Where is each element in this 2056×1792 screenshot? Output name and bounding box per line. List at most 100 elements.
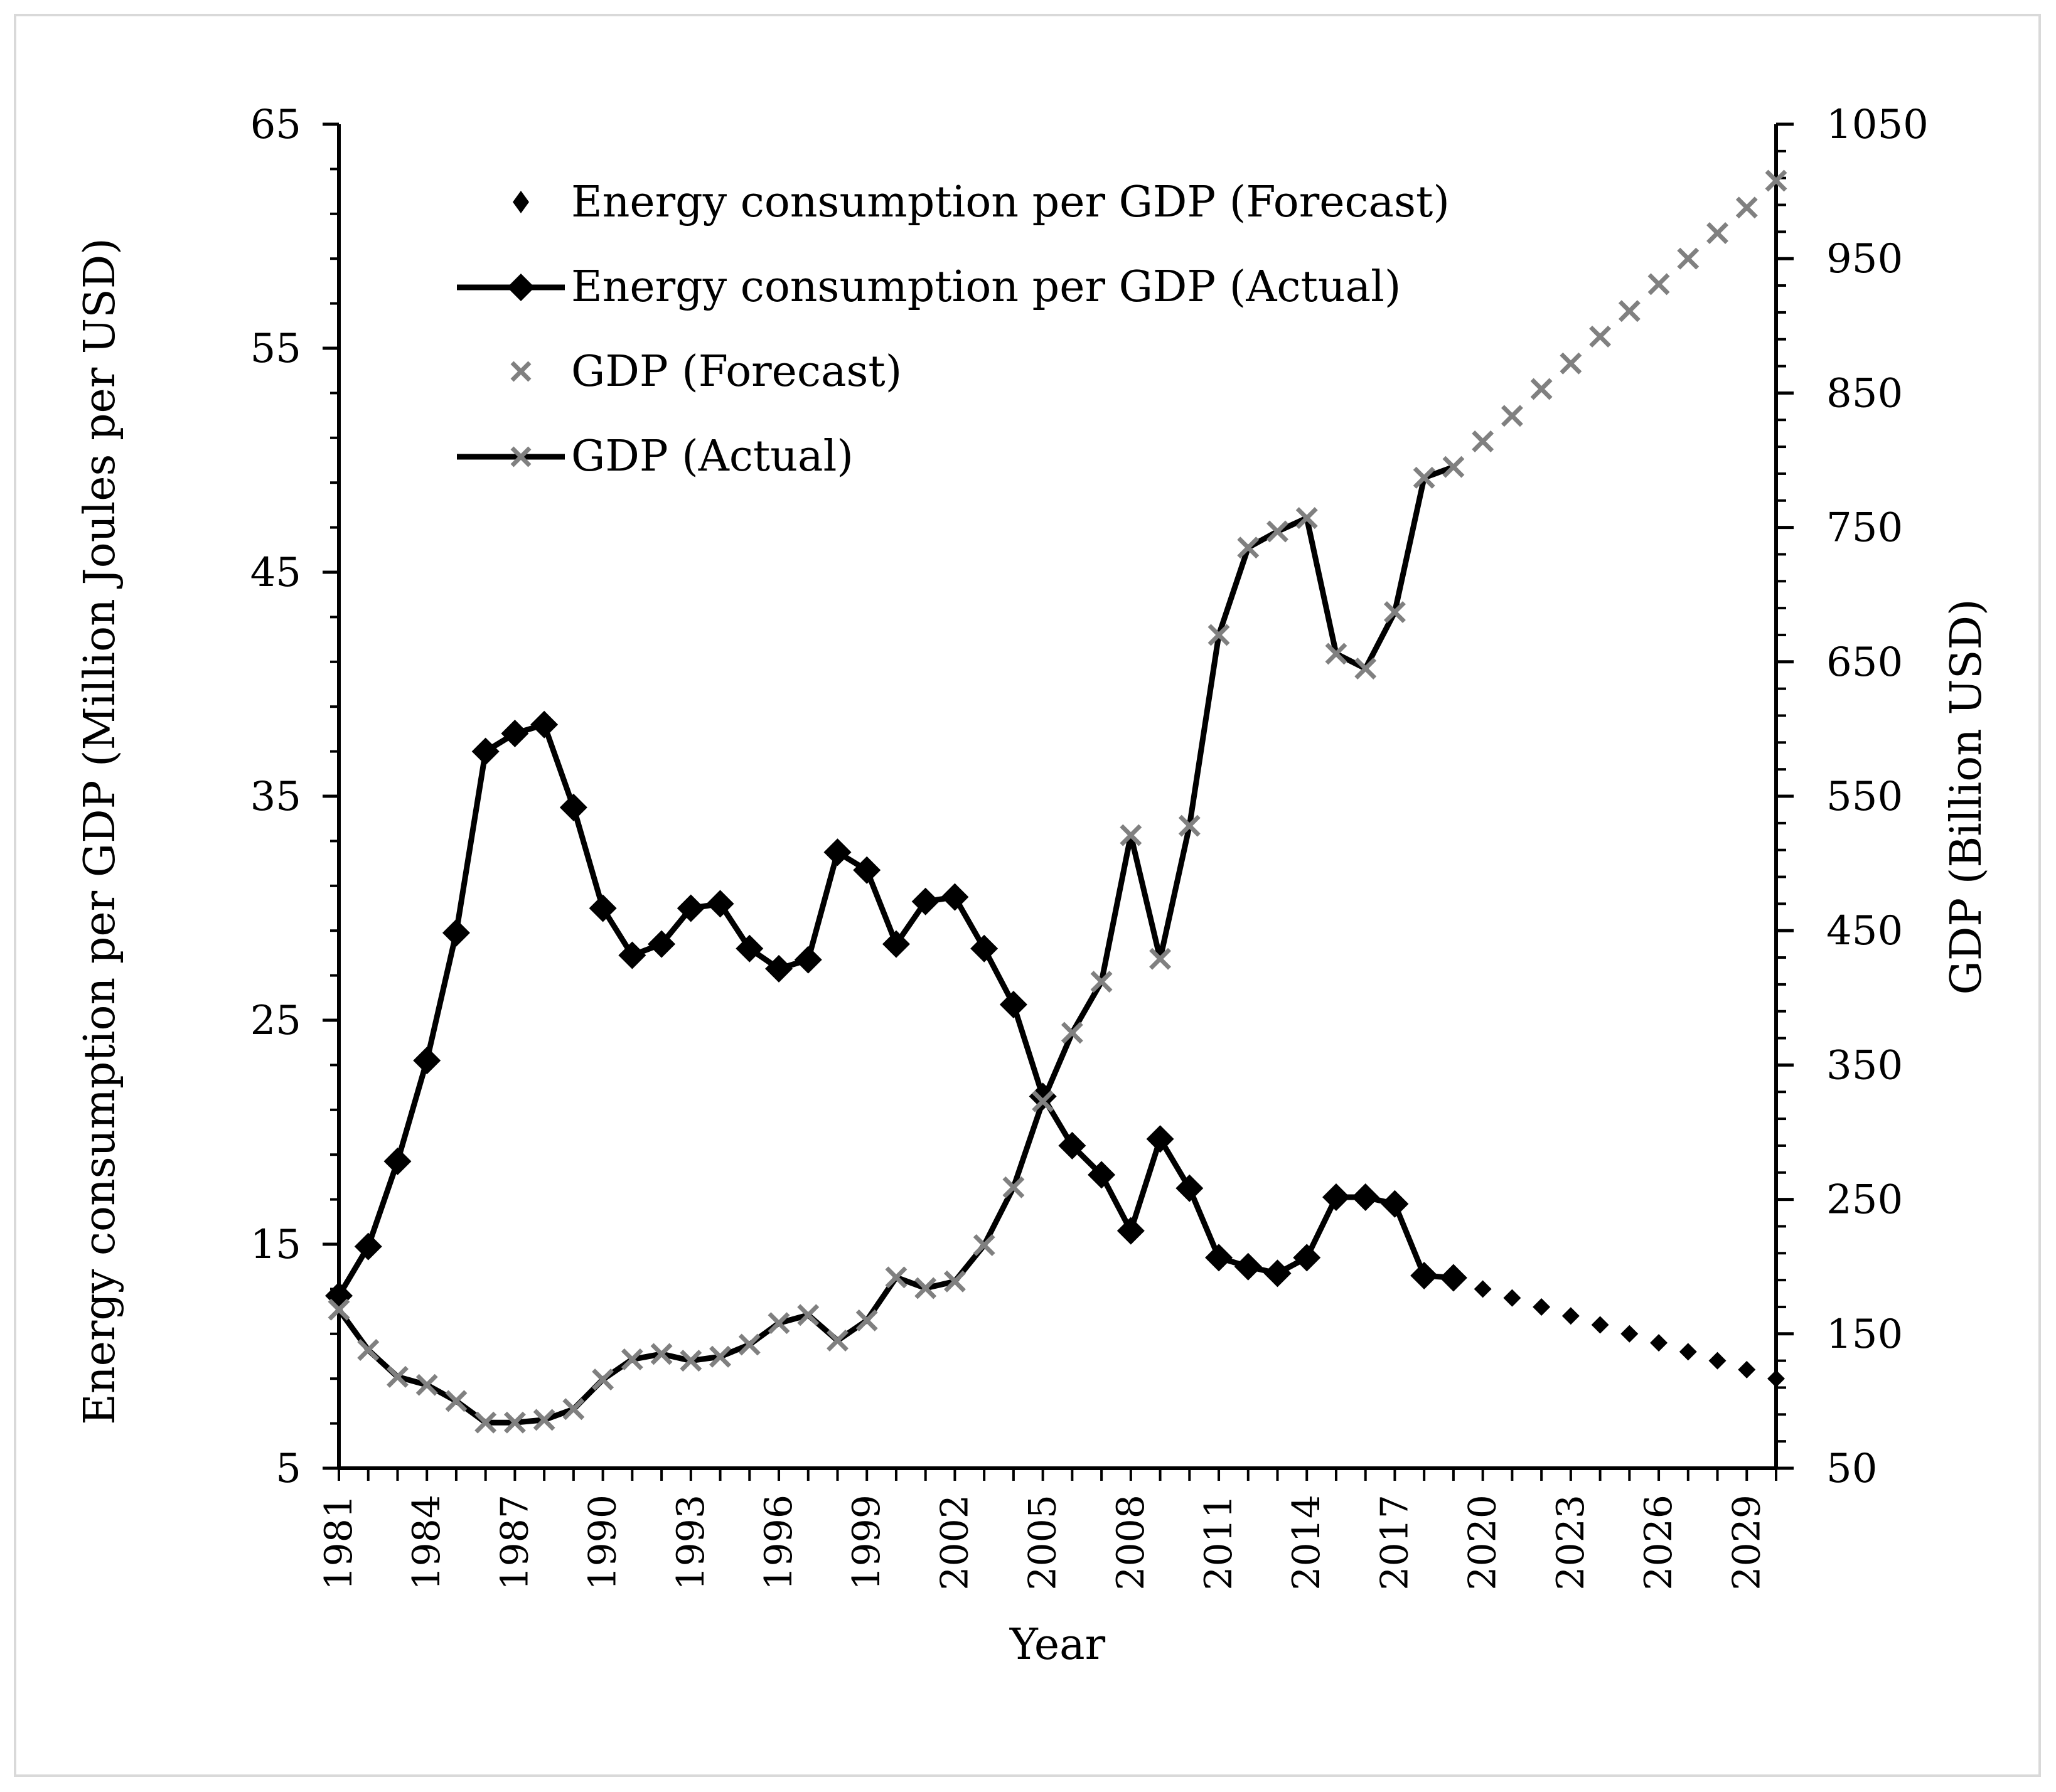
y-right-tick-label: 1050	[1826, 102, 1929, 148]
x-tick-label: 2023	[1549, 1495, 1593, 1591]
energy-actual-point	[648, 930, 676, 958]
gdp-forecast-point	[1618, 300, 1641, 323]
energy-actual-point	[1205, 1244, 1233, 1272]
y-right-tick-label: 150	[1826, 1311, 1903, 1358]
y-left-tick-label: 25	[250, 998, 301, 1044]
x-axis-title: Year	[1009, 1620, 1106, 1670]
gdp-actual-point	[1295, 507, 1318, 530]
energy-actual-point	[530, 710, 559, 739]
x-tick-label: 2002	[933, 1495, 977, 1591]
gdp-actual-point	[827, 1330, 849, 1352]
energy-actual-point	[970, 934, 999, 963]
energy-actual-point	[1410, 1261, 1438, 1289]
gdp-actual-point	[1442, 456, 1465, 478]
y-right-tick-label: 250	[1826, 1177, 1903, 1224]
legend-item-energy-actual: Energy consumption per GDP (Actual)	[457, 262, 1401, 312]
gdp-forecast-point	[1560, 352, 1582, 375]
x-tick-label: 2017	[1373, 1495, 1416, 1591]
energy-forecast-point	[1738, 1360, 1756, 1379]
x-tick-label: 1981	[317, 1495, 361, 1591]
energy-actual-point	[911, 887, 940, 915]
energy-forecast-point	[1561, 1307, 1580, 1325]
gdp-actual-point	[1383, 601, 1406, 624]
energy-actual-point	[1439, 1264, 1467, 1292]
energy-actual-point	[736, 934, 764, 963]
energy-actual-point	[1322, 1183, 1350, 1212]
legend-label-gdp-actual: GDP (Actual)	[571, 432, 854, 481]
legend-item-gdp-forecast: GDP (Forecast)	[510, 347, 902, 397]
legend-label-energy-forecast: Energy consumption per GDP (Forecast)	[571, 178, 1450, 227]
gdp-forecast-point	[1677, 247, 1700, 270]
gdp-actual-point	[1061, 1021, 1083, 1044]
energy-actual-point	[882, 930, 910, 958]
gdp-actual-point	[1207, 624, 1230, 646]
y-right-tick-label: 350	[1826, 1042, 1903, 1089]
x-tick-label: 2020	[1461, 1495, 1505, 1591]
x-tick-label: 1987	[493, 1495, 537, 1591]
y-right-tick-label: 550	[1826, 774, 1903, 820]
energy-actual-point	[794, 946, 822, 974]
gdp-actual-point	[1032, 1090, 1054, 1112]
gdp-actual-point	[357, 1339, 380, 1361]
gdp-actual-point	[914, 1277, 937, 1299]
y-right-tick-label: 750	[1826, 505, 1903, 552]
gdp-actual-point	[1120, 824, 1142, 846]
x-tick-label: 2008	[1109, 1495, 1153, 1591]
gdp-actual-point	[562, 1398, 585, 1421]
y-right-tick-label: 50	[1826, 1446, 1877, 1492]
gdp-actual-point	[474, 1411, 497, 1434]
energy-forecast-point	[1650, 1334, 1668, 1352]
gdp-actual-point	[1325, 643, 1347, 665]
energy-actual-point	[677, 894, 705, 922]
x-tick-label: 2014	[1285, 1495, 1329, 1591]
gdp-forecast-point	[1472, 430, 1494, 452]
energy-actual-point	[559, 793, 587, 821]
energy-actual-point	[999, 991, 1027, 1019]
y-right-tick-label: 850	[1826, 370, 1903, 417]
gdp-forecast-point	[1706, 222, 1729, 244]
energy-actual-point	[1175, 1174, 1204, 1202]
y-right-tick-label: 950	[1826, 236, 1903, 282]
gdp-actual-point	[415, 1373, 438, 1396]
energy-actual-point	[1088, 1161, 1116, 1189]
legend-item-energy-forecast: Energy consumption per GDP (Forecast)	[513, 178, 1450, 227]
legend-marker-gdp-forecast	[510, 361, 532, 382]
legend-marker-energy-actual	[507, 274, 535, 301]
gdp-actual-point	[768, 1312, 790, 1335]
gdp-actual-point	[709, 1345, 732, 1368]
gdp-actual-point	[1002, 1176, 1025, 1198]
gdp-forecast-point	[1501, 405, 1523, 427]
gdp-actual-point	[885, 1266, 908, 1289]
energy-actual-point	[618, 941, 646, 969]
energy-actual-point	[1263, 1259, 1292, 1288]
energy-actual-point	[1146, 1125, 1174, 1153]
energy-actual-point	[442, 919, 470, 947]
x-tick-label: 1996	[757, 1495, 801, 1591]
energy-actual-point	[765, 954, 793, 983]
gdp-actual-point	[855, 1309, 878, 1331]
energy-actual-point	[354, 1232, 382, 1261]
energy-actual-point	[589, 894, 617, 922]
gdp-forecast-point	[1765, 169, 1787, 192]
energy-actual-point	[501, 720, 529, 748]
energy-actual-point	[1351, 1183, 1379, 1212]
gdp-actual-point	[1090, 971, 1113, 993]
gdp-actual-point	[533, 1409, 555, 1431]
gdp-actual-point	[1413, 466, 1435, 489]
energy-actual-point	[941, 883, 969, 911]
gdp-actual-point	[738, 1333, 761, 1356]
energy-actual-point	[325, 1282, 353, 1310]
x-tick-label: 1999	[845, 1495, 889, 1591]
gdp-actual-point	[592, 1368, 614, 1391]
gdp-actual-point	[973, 1234, 995, 1256]
energy-forecast-point	[1708, 1352, 1727, 1370]
x-tick-label: 2029	[1725, 1495, 1769, 1591]
gdp-actual-point	[503, 1411, 526, 1434]
energy-actual-point	[383, 1147, 412, 1175]
legend: Energy consumption per GDP (Forecast) En…	[457, 178, 1450, 481]
gdp-actual-point	[386, 1365, 409, 1388]
gdp-actual-point	[943, 1270, 966, 1293]
gdp-forecast-point	[1735, 196, 1758, 219]
gdp-actual-point	[1266, 520, 1288, 543]
x-tick-label: 2005	[1021, 1495, 1065, 1591]
